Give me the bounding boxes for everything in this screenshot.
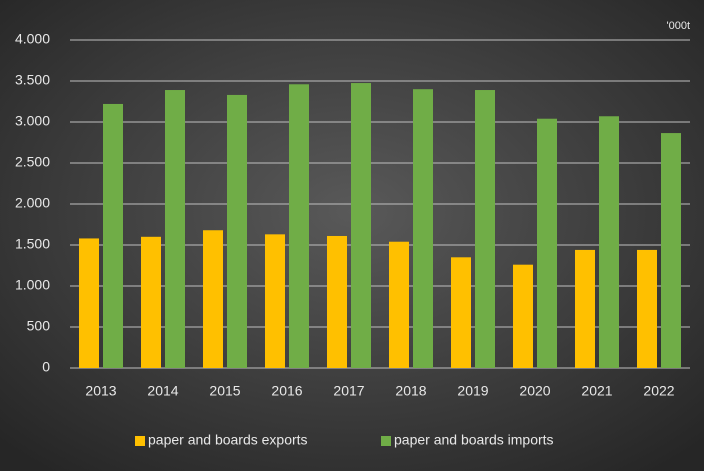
bar — [351, 83, 371, 369]
x-tick-label: 2021 — [581, 383, 612, 399]
legend-swatch — [135, 436, 145, 446]
y-tick-label: 4.000 — [15, 31, 50, 47]
bar — [103, 103, 123, 369]
y-tick-label: 3.000 — [15, 113, 50, 129]
y-tick-label: 1.000 — [15, 277, 50, 293]
y-tick-label: 500 — [27, 318, 51, 334]
y-tick-label: 1.500 — [15, 236, 50, 252]
bar — [165, 90, 185, 369]
bar — [413, 89, 433, 368]
x-tick-label: 2016 — [271, 383, 302, 399]
y-tick-label: 0 — [42, 359, 50, 375]
x-tick-label: 2020 — [519, 383, 550, 399]
bar — [451, 257, 471, 368]
bar — [141, 236, 161, 368]
bar — [661, 133, 681, 368]
bar — [203, 230, 223, 368]
bar — [513, 264, 533, 368]
x-tick-label: 2018 — [395, 383, 426, 399]
bar — [575, 249, 595, 368]
x-tick-label: 2015 — [209, 383, 240, 399]
x-tick-label: 2014 — [147, 383, 178, 399]
x-tick-label: 2019 — [457, 383, 488, 399]
bar — [227, 94, 247, 368]
x-tick-label: 2013 — [85, 383, 116, 399]
bar — [79, 238, 99, 368]
bar — [327, 235, 347, 368]
y-tick-label: 2.500 — [15, 154, 50, 170]
y-tick-label: 3.500 — [15, 72, 50, 88]
bar — [389, 241, 409, 368]
unit-label: '000t — [666, 20, 690, 32]
x-tick-label: 2022 — [643, 383, 674, 399]
x-tick-label: 2017 — [333, 383, 364, 399]
y-tick-label: 2.000 — [15, 195, 50, 211]
legend-label: paper and boards imports — [394, 432, 554, 448]
bar — [599, 116, 619, 368]
legend-label: paper and boards exports — [148, 432, 308, 448]
bar — [637, 249, 657, 368]
bar — [289, 84, 309, 368]
bar — [265, 234, 285, 368]
bar — [475, 90, 495, 369]
legend-swatch — [381, 436, 391, 446]
bar — [537, 118, 557, 368]
